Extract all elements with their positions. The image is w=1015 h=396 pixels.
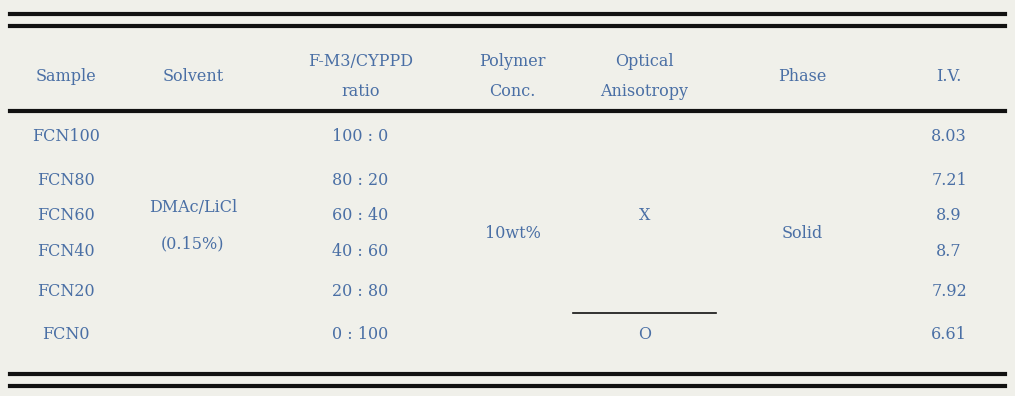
- Text: Polymer: Polymer: [479, 53, 546, 70]
- Text: Phase: Phase: [777, 68, 826, 85]
- Text: 7.92: 7.92: [931, 283, 967, 299]
- Text: 7.21: 7.21: [931, 172, 967, 188]
- Text: Optical: Optical: [615, 53, 674, 70]
- Text: 8.03: 8.03: [931, 128, 967, 145]
- Text: I.V.: I.V.: [936, 68, 962, 85]
- Text: FCN0: FCN0: [43, 326, 89, 343]
- Text: 6.61: 6.61: [931, 326, 967, 343]
- Text: Solvent: Solvent: [162, 68, 223, 85]
- Text: 0 : 100: 0 : 100: [332, 326, 389, 343]
- Text: 20 : 80: 20 : 80: [332, 283, 389, 299]
- Text: FCN80: FCN80: [38, 172, 94, 188]
- Text: 10wt%: 10wt%: [484, 225, 541, 242]
- Text: 100 : 0: 100 : 0: [332, 128, 389, 145]
- Text: Anisotropy: Anisotropy: [601, 83, 688, 99]
- Text: 8.9: 8.9: [936, 208, 962, 224]
- Text: Sample: Sample: [36, 68, 96, 85]
- Text: Conc.: Conc.: [489, 83, 536, 99]
- Text: Solid: Solid: [782, 225, 822, 242]
- Text: FCN60: FCN60: [38, 208, 94, 224]
- Text: F-M3/CYPPD: F-M3/CYPPD: [308, 53, 413, 70]
- Text: O: O: [638, 326, 651, 343]
- Text: FCN40: FCN40: [38, 243, 94, 260]
- Text: 80 : 20: 80 : 20: [332, 172, 389, 188]
- Text: FCN100: FCN100: [32, 128, 99, 145]
- Text: FCN20: FCN20: [38, 283, 94, 299]
- Text: DMAc/LiCl: DMAc/LiCl: [149, 200, 236, 216]
- Text: X: X: [638, 208, 651, 224]
- Text: 60 : 40: 60 : 40: [332, 208, 389, 224]
- Text: 40 : 60: 40 : 60: [332, 243, 389, 260]
- Text: ratio: ratio: [341, 83, 380, 99]
- Text: 8.7: 8.7: [936, 243, 962, 260]
- Text: (0.15%): (0.15%): [161, 235, 224, 252]
